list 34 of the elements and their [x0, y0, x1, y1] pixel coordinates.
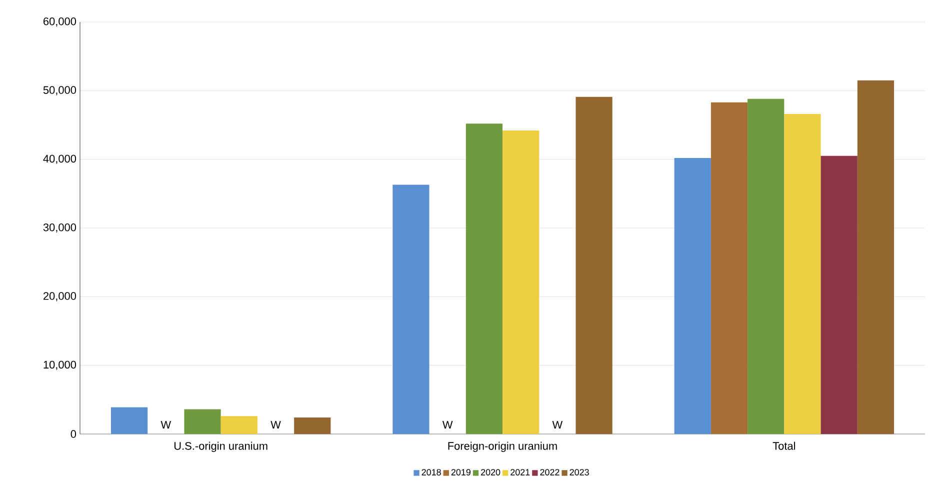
- text: W: [442, 420, 453, 428]
- y-tick-label: 30,000: [43, 223, 76, 233]
- legend-label: 2018: [422, 469, 441, 476]
- legend-label: 2022: [540, 469, 560, 476]
- bar: [466, 124, 503, 434]
- legend-label: 2023: [570, 469, 589, 476]
- bar: [294, 418, 331, 434]
- legend-label: 2020: [481, 469, 500, 476]
- bar: [710, 102, 748, 434]
- x-tick-label: U.S.-origin uranium: [174, 442, 268, 452]
- y-tick-label: 10,000: [44, 360, 76, 370]
- bar: [110, 407, 148, 434]
- bar: [820, 156, 858, 434]
- bar: [748, 98, 784, 434]
- y-tick-label: 40,000: [43, 154, 76, 164]
- bar: [857, 80, 894, 434]
- text: W: [270, 420, 281, 428]
- bar: [220, 416, 258, 434]
- bar: [784, 114, 821, 434]
- text: W: [552, 420, 563, 428]
- y-tick-label: 20,000: [44, 292, 76, 302]
- bar: [674, 158, 711, 434]
- x-tick-label: Foreign-origin uranium: [448, 442, 557, 452]
- bar: [392, 184, 430, 434]
- bar: [576, 96, 612, 434]
- legend-label: 2021: [510, 469, 530, 476]
- y-tick-label: 50,000: [43, 86, 76, 96]
- y-tick-label: 0: [70, 430, 76, 438]
- legend-label: 2019: [451, 469, 470, 476]
- bar: [502, 130, 540, 434]
- y-tick-label: 60,000: [44, 17, 76, 27]
- bar: [184, 409, 221, 434]
- x-tick-label: Total: [772, 442, 796, 450]
- text: W: [160, 420, 172, 428]
